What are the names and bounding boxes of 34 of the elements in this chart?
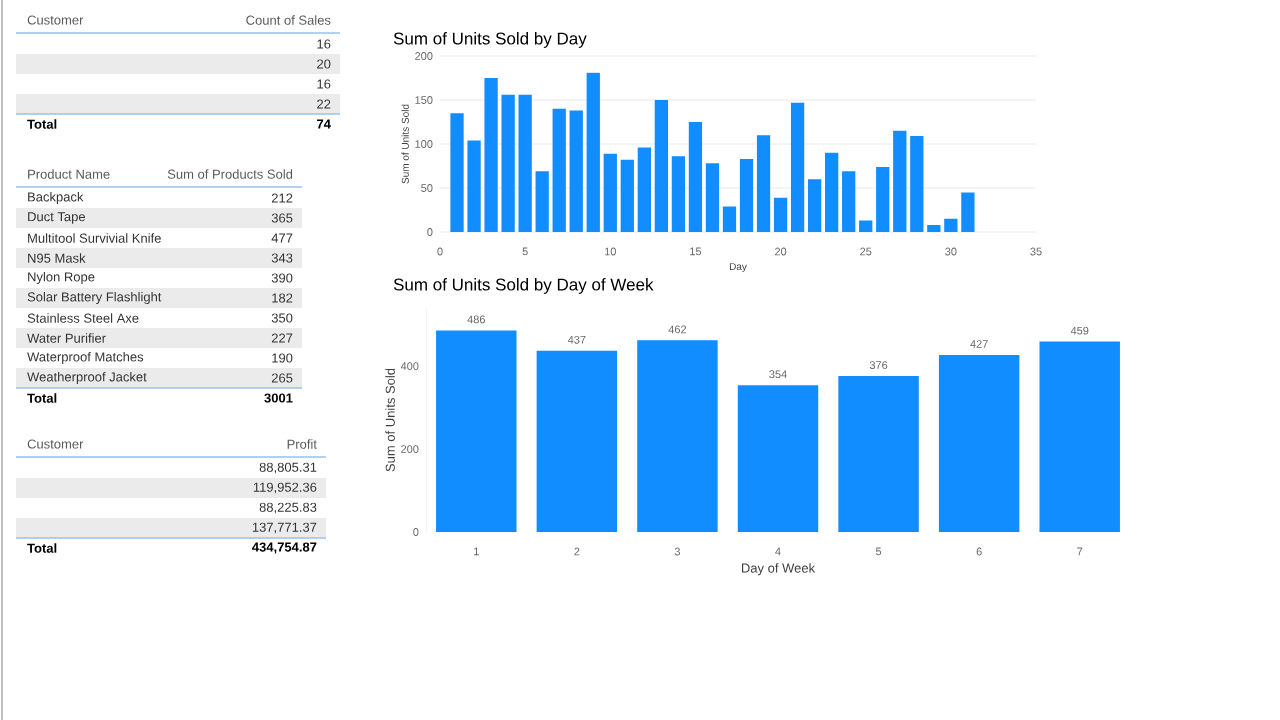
bar	[705, 163, 720, 232]
bar	[893, 130, 907, 232]
bar	[671, 156, 686, 232]
bar	[825, 152, 839, 232]
bar	[654, 100, 669, 232]
bar	[773, 197, 788, 232]
bar	[552, 108, 566, 232]
bar	[603, 153, 617, 232]
bar	[637, 340, 718, 532]
bar	[876, 166, 890, 232]
bar	[842, 171, 856, 232]
bar	[688, 122, 703, 232]
bar	[938, 354, 1020, 532]
bar	[569, 110, 583, 232]
bar	[910, 136, 924, 232]
bar	[807, 179, 822, 232]
bar	[790, 102, 805, 232]
bar	[620, 159, 634, 232]
bar	[536, 350, 618, 532]
bar	[586, 72, 600, 232]
chart-title: Sum of Units Sold by Day	[393, 32, 587, 48]
bar	[436, 330, 517, 532]
chart-title: Sum of Units Sold by Day of Week	[393, 278, 654, 294]
bar	[838, 376, 919, 532]
bar	[859, 220, 873, 232]
bar	[737, 385, 819, 532]
bar	[637, 147, 651, 232]
bar	[739, 158, 754, 232]
bar	[518, 94, 532, 232]
bar	[535, 171, 549, 232]
bar	[756, 135, 771, 232]
bar	[927, 224, 941, 232]
bar	[722, 206, 737, 232]
bar	[1039, 341, 1120, 532]
